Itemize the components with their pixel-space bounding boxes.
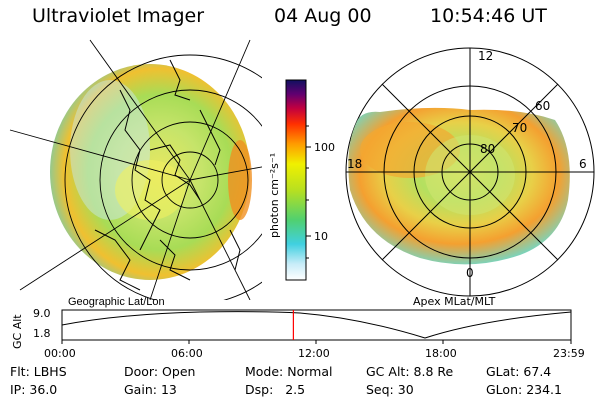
altitude-xtick-00: 00:00 xyxy=(44,347,76,360)
mlat-label-80: 80 xyxy=(480,142,495,156)
altitude-xtick-18: 18:00 xyxy=(425,347,457,360)
param-door: Door: Open xyxy=(124,364,196,379)
dayside-edge-geo xyxy=(228,140,252,220)
param-dsp: Dsp: 2.5 xyxy=(245,382,306,397)
param-glon: GLon: 234.1 xyxy=(486,382,562,397)
altitude-xtick-12: 12:00 xyxy=(298,347,330,360)
param-gain: Gain: 13 xyxy=(124,382,177,397)
colorbar-unit-label: photon cm⁻²s⁻¹ xyxy=(268,153,281,238)
mlt-label-6: 6 xyxy=(579,157,587,171)
altitude-plot xyxy=(61,309,572,344)
geographic-auroral-image xyxy=(9,39,262,300)
mlat-label-60: 60 xyxy=(535,99,550,113)
mlt-label-18: 18 xyxy=(347,157,362,171)
altitude-ylabel: GC Alt xyxy=(11,314,24,349)
altitude-curve xyxy=(61,311,572,339)
altitude-xtick-06: 06:00 xyxy=(171,347,203,360)
altitude-xtick-2359: 23:59 xyxy=(553,347,585,360)
param-glat: GLat: 67.4 xyxy=(486,364,552,379)
time-label: 10:54:46 UT xyxy=(430,5,547,27)
colorbar-tick-10: 10 xyxy=(314,230,328,243)
altitude-ytick-1.8: 1.8 xyxy=(33,327,51,340)
left-panel-caption: Geographic Lat/Lon xyxy=(68,296,165,308)
param-flt: Flt: LBHS xyxy=(10,364,67,379)
instrument-title: Ultraviolet Imager xyxy=(32,5,205,27)
param-seq: Seq: 30 xyxy=(366,382,414,397)
apex-grid xyxy=(346,48,594,296)
colorbar-tick-100: 100 xyxy=(314,141,335,154)
mlat-label-70: 70 xyxy=(512,121,527,135)
colorbar-ticks xyxy=(306,125,311,259)
param-gcalt: GC Alt: 8.8 Re xyxy=(366,364,454,379)
mlt-label-12: 12 xyxy=(478,49,493,63)
param-mode: Mode: Normal xyxy=(245,364,333,379)
altitude-x-ticks xyxy=(61,340,572,344)
altitude-ytick-9: 9.0 xyxy=(33,307,51,320)
right-panel-caption: Apex MLat/MLT xyxy=(413,295,496,308)
apex-polar-plot: 12 18 6 0 80 70 60 xyxy=(345,47,595,297)
colorbar xyxy=(285,79,307,281)
mlt-label-0: 0 xyxy=(466,266,474,280)
coastlines xyxy=(94,59,241,291)
date-label: 04 Aug 00 xyxy=(274,5,372,27)
param-ip: IP: 36.0 xyxy=(10,382,58,397)
